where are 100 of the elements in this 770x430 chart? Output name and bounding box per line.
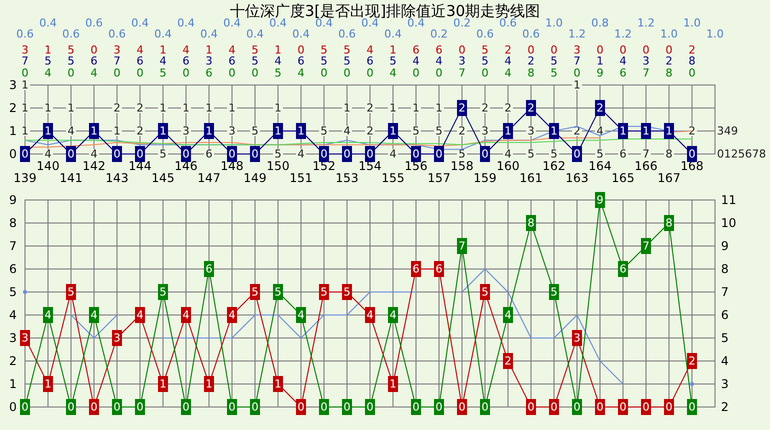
annotation: 1 — [160, 102, 166, 114]
x-tick-label: 154 — [358, 159, 382, 173]
text: 0 — [68, 400, 74, 414]
annotation: 4 — [390, 148, 396, 160]
data-label: 0 — [482, 66, 488, 80]
text: 3 — [114, 332, 120, 344]
x-tick-label: 156 — [404, 159, 428, 173]
data-label: 2 — [504, 44, 512, 56]
text: 0.4 — [384, 28, 402, 40]
data-label: 0 — [298, 44, 304, 56]
data-label: 0 — [458, 44, 466, 56]
text: 1.0 — [706, 28, 724, 40]
y2-tick-label: 7 — [721, 285, 729, 299]
x-tick-label: 139 — [14, 171, 36, 185]
y-tick-label: 2 — [9, 354, 17, 368]
data-label: 1 — [206, 44, 212, 56]
data-label: 8 — [666, 66, 672, 80]
data-label: 7 — [458, 66, 466, 80]
text: 0 — [620, 400, 626, 414]
text: 0 — [666, 400, 672, 414]
annotation: 1 — [44, 102, 52, 114]
data-label: 1 — [90, 124, 98, 138]
data-label: 0 — [228, 148, 236, 160]
annotation: 1 — [228, 102, 236, 114]
text: 0 — [114, 400, 120, 414]
annotation: 1 — [22, 78, 28, 92]
data-label: 0 — [412, 148, 420, 160]
annotation: 5 — [160, 148, 166, 160]
x-tick-label: 149 — [244, 171, 266, 185]
text: 5 — [44, 54, 52, 68]
x-tick-label: 143 — [106, 171, 128, 185]
annotation: 3 — [528, 124, 534, 138]
data-label: 2 — [528, 102, 534, 114]
text: 7 — [114, 54, 120, 68]
text: 5 — [390, 54, 396, 68]
annotation: 1 — [344, 102, 350, 114]
text: 6 — [366, 54, 374, 68]
text: 4 — [390, 308, 396, 322]
text: 4 — [274, 54, 282, 68]
text: 1 — [390, 378, 396, 390]
text: 0.4 — [177, 16, 195, 30]
text: 0.6 — [85, 16, 103, 30]
x-tick-label: 148 — [220, 159, 244, 173]
x-tick-label: 141 — [60, 171, 82, 185]
text: 0.4 — [200, 28, 218, 40]
text: 3 — [22, 332, 28, 344]
text: 1.2 — [568, 28, 586, 40]
text: 5 — [68, 286, 74, 298]
text: 5 — [252, 286, 258, 298]
data-label: 0 — [620, 44, 626, 56]
data-label: 3 — [114, 44, 120, 56]
text: 349 — [717, 124, 738, 138]
text: 0 — [90, 400, 98, 414]
y2-tick-label: 9 — [721, 239, 729, 253]
text: 0.4 — [246, 28, 264, 40]
text: 4 — [160, 54, 166, 68]
data-label: 0 — [182, 148, 190, 160]
annotation: 2 — [504, 102, 512, 114]
data-label: 0 — [436, 148, 442, 160]
text: 4 — [504, 308, 512, 322]
data-label: 0 — [412, 66, 420, 80]
data-label: 0 — [642, 44, 650, 56]
data-label: 0 — [596, 44, 604, 56]
annotation: 7 — [642, 148, 650, 160]
x-tick-label: 147 — [198, 171, 220, 185]
data-label: 4 — [228, 44, 236, 56]
x-tick-label: 157 — [428, 171, 450, 185]
text: 4 — [412, 54, 420, 68]
data-label: 6 — [206, 66, 212, 80]
data-label: 4 — [298, 66, 304, 80]
annotation: 1 — [22, 124, 28, 138]
data-label: 4 — [390, 66, 396, 80]
y2-tick-label: 10 — [721, 216, 736, 230]
text: 1 — [160, 378, 166, 390]
data-label: 1 — [160, 44, 166, 56]
text: 1 — [596, 54, 604, 68]
text: 5 — [344, 286, 350, 298]
text: 0 — [182, 400, 190, 414]
x-tick-label: 144 — [128, 159, 152, 173]
text: 4 — [44, 308, 52, 322]
text: 4 — [228, 308, 236, 322]
x-tick-label: 159 — [474, 171, 496, 185]
data-label: 0 — [68, 148, 74, 160]
text: 6 — [182, 54, 190, 68]
text: 5 — [482, 286, 488, 298]
annotation: 1 — [390, 102, 396, 114]
annotation: 2 — [458, 124, 466, 138]
y2-tick-label: 5 — [721, 331, 729, 345]
text: 0.4 — [39, 16, 57, 30]
x-tick-label: 151 — [290, 171, 312, 185]
text: 0 — [528, 400, 534, 414]
x-tick-label: 168 — [680, 159, 704, 173]
annotation: 2 — [366, 102, 374, 114]
text: 0 — [596, 400, 604, 414]
annotation: 5 — [596, 148, 604, 160]
annotation: 2 — [366, 124, 374, 138]
annotation: 3 — [482, 124, 488, 138]
y-tick-label: 4 — [9, 308, 17, 322]
data-label: 1 — [390, 44, 396, 56]
y-tick-label: 0 — [9, 147, 17, 161]
